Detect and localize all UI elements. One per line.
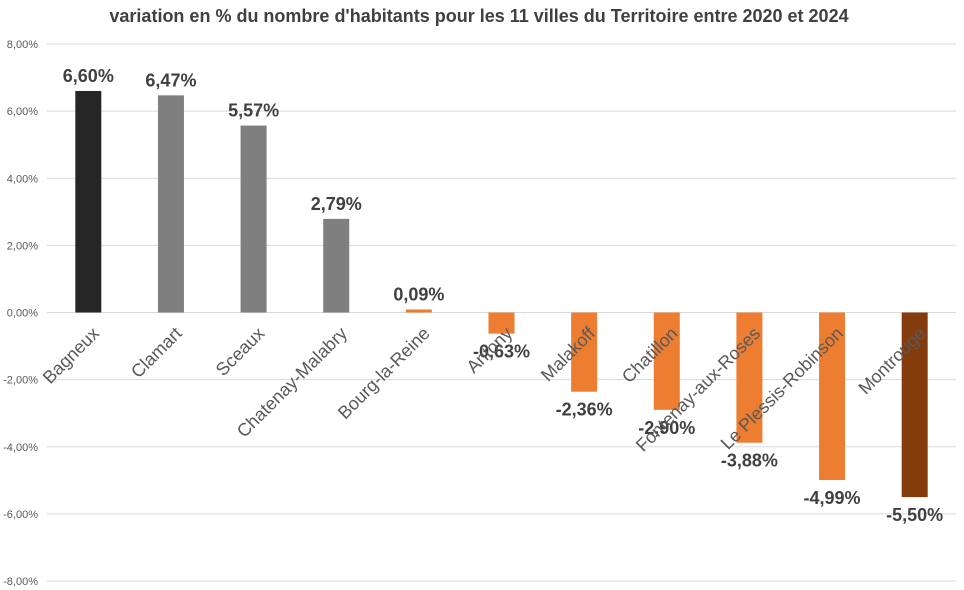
y-tick-label: -4,00%	[3, 442, 38, 454]
y-tick-label: -6,00%	[3, 509, 38, 521]
data-label: 6,60%	[63, 66, 114, 86]
y-axis-tick-labels: 8,00% 6,00% 4,00% 2,00% 0,00% -2,00% -4,00% -6,…	[3, 39, 38, 588]
y-tick-label: 0,00%	[7, 308, 38, 320]
data-label: -0,63%	[473, 342, 530, 362]
bar	[323, 218, 350, 313]
bar	[819, 312, 846, 480]
y-tick-label: 8,00%	[7, 39, 38, 51]
category-labels: Bagneux Clamart SceauxChatenay-MalabryBour…	[39, 322, 930, 455]
data-labels: 6,60% 6,47% 5,57% 2,79% 0,09% -0,63% -2,36% -2,…	[63, 66, 943, 525]
bar	[488, 312, 515, 334]
y-tick-label: -8,00%	[3, 576, 38, 588]
data-label: -2,90%	[638, 418, 695, 438]
y-tick-label: 6,00%	[7, 106, 38, 118]
category-label: Clamart	[127, 323, 186, 382]
bar	[571, 312, 598, 392]
data-label: 6,47%	[145, 70, 196, 90]
category-label: Bagneux	[39, 323, 103, 387]
bar	[75, 90, 102, 313]
bar	[240, 125, 267, 313]
data-label: 5,57%	[228, 101, 279, 121]
category-label: Sceaux	[212, 323, 269, 380]
bar	[653, 312, 680, 410]
y-tick-label: 4,00%	[7, 173, 38, 185]
chart-title: variation en % du nombre d'habitants pou…	[109, 6, 848, 26]
data-label: -2,36%	[556, 400, 613, 420]
data-label: -4,99%	[804, 488, 861, 508]
bar	[901, 312, 928, 498]
data-label: 2,79%	[311, 194, 362, 214]
bar	[157, 95, 184, 313]
bars	[75, 90, 928, 498]
bar	[736, 312, 763, 443]
data-label: -5,50%	[886, 505, 943, 525]
bar	[405, 309, 432, 313]
data-label: 0,09%	[393, 284, 444, 304]
data-label: -3,88%	[721, 451, 778, 471]
y-tick-label: -2,00%	[3, 375, 38, 387]
y-tick-label: 2,00%	[7, 240, 38, 252]
